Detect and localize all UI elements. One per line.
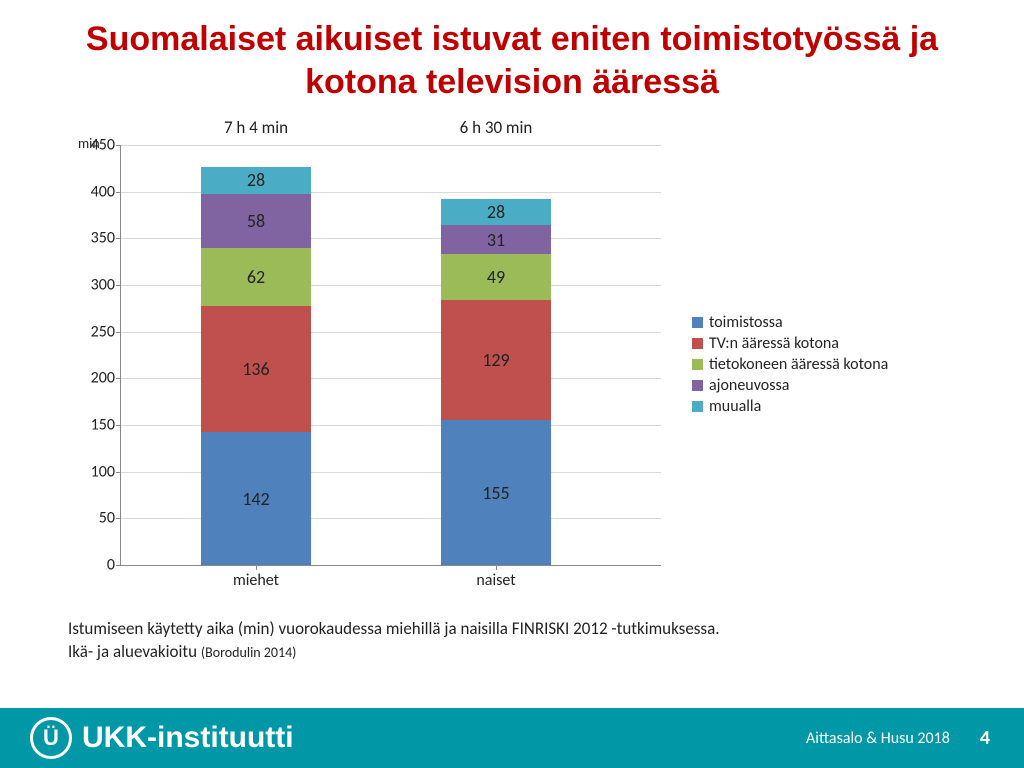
caption-line2a: Ikä- ja aluevakioitu [68, 641, 201, 662]
caption-line2b: (Borodulin 2014) [201, 644, 297, 661]
legend-item: toimistossa [692, 313, 888, 332]
y-tick-mark [116, 518, 121, 519]
legend-label: TV:n ääressä kotona [709, 334, 839, 353]
footer-page-number: 4 [980, 726, 1024, 750]
footer-bar: Ü UKK-instituutti Aittasalo & Husu 2018 … [0, 708, 1024, 768]
y-tick-label: 450 [75, 136, 115, 155]
slide-title: Suomalaiset aikuiset istuvat eniten toim… [0, 0, 1024, 103]
legend-swatch [692, 338, 703, 349]
legend-label: ajoneuvossa [709, 376, 789, 395]
y-tick-mark [116, 332, 121, 333]
y-tick-mark [116, 425, 121, 426]
gridline [121, 145, 661, 146]
slide: Suomalaiset aikuiset istuvat eniten toim… [0, 0, 1024, 768]
y-tick-mark [116, 565, 121, 566]
bar-segment: 28 [441, 199, 551, 225]
y-tick-label: 150 [75, 416, 115, 435]
bar-segment: 31 [441, 225, 551, 254]
bar-segment: 155 [441, 420, 551, 565]
legend-swatch [692, 359, 703, 370]
y-tick-label: 250 [75, 322, 115, 341]
y-tick-mark [116, 472, 121, 473]
legend-item: muualla [692, 397, 888, 416]
y-tick-mark [116, 378, 121, 379]
y-tick-label: 300 [75, 276, 115, 295]
bar-segment: 49 [441, 254, 551, 300]
bar-segment: 136 [201, 306, 311, 433]
footer-logo: Ü UKK-instituutti [0, 717, 294, 759]
legend-label: toimistossa [709, 313, 783, 332]
y-tick-mark [116, 285, 121, 286]
y-tick-mark [116, 238, 121, 239]
legend-swatch [692, 380, 703, 391]
y-tick-label: 350 [75, 229, 115, 248]
y-tick-label: 200 [75, 369, 115, 388]
chart-area: min 050100150200250300350400450142136625… [60, 135, 960, 605]
y-tick-label: 50 [75, 509, 115, 528]
legend-label: tietokoneen ääressä kotona [709, 355, 888, 374]
footer-credit: Aittasalo & Husu 2018 [806, 729, 980, 748]
legend-item: ajoneuvossa [692, 376, 888, 395]
legend: toimistossa TV:n ääressä kotona tietokonee… [692, 313, 888, 418]
legend-item: tietokoneen ääressä kotona [692, 355, 888, 374]
footer-logo-text: UKK-instituutti [82, 721, 294, 755]
bar-segment: 28 [201, 167, 311, 193]
x-tick-mark [496, 565, 497, 570]
caption: Istumiseen käytetty aika (min) vuorokaud… [68, 618, 720, 664]
bar-segment: 142 [201, 432, 311, 565]
legend-swatch [692, 317, 703, 328]
bar-top-label: 7 h 4 min [166, 117, 346, 138]
legend-swatch [692, 401, 703, 412]
x-tick-label: naiset [416, 571, 576, 590]
y-tick-label: 100 [75, 462, 115, 481]
bar-segment: 62 [201, 248, 311, 306]
bar-top-label: 6 h 30 min [406, 117, 586, 138]
y-tick-label: 0 [75, 556, 115, 575]
legend-item: TV:n ääressä kotona [692, 334, 888, 353]
y-tick-mark [116, 145, 121, 146]
caption-line1: Istumiseen käytetty aika (min) vuorokaud… [68, 618, 720, 641]
plot-region: 0501001502002503003504004501421366258287… [120, 145, 661, 566]
y-tick-mark [116, 192, 121, 193]
legend-label: muualla [709, 397, 761, 416]
x-tick-label: miehet [176, 571, 336, 590]
bar-segment: 58 [201, 194, 311, 248]
x-tick-mark [256, 565, 257, 570]
bar-segment: 129 [441, 300, 551, 420]
logo-mark-icon: Ü [30, 717, 72, 759]
y-tick-label: 400 [75, 182, 115, 201]
